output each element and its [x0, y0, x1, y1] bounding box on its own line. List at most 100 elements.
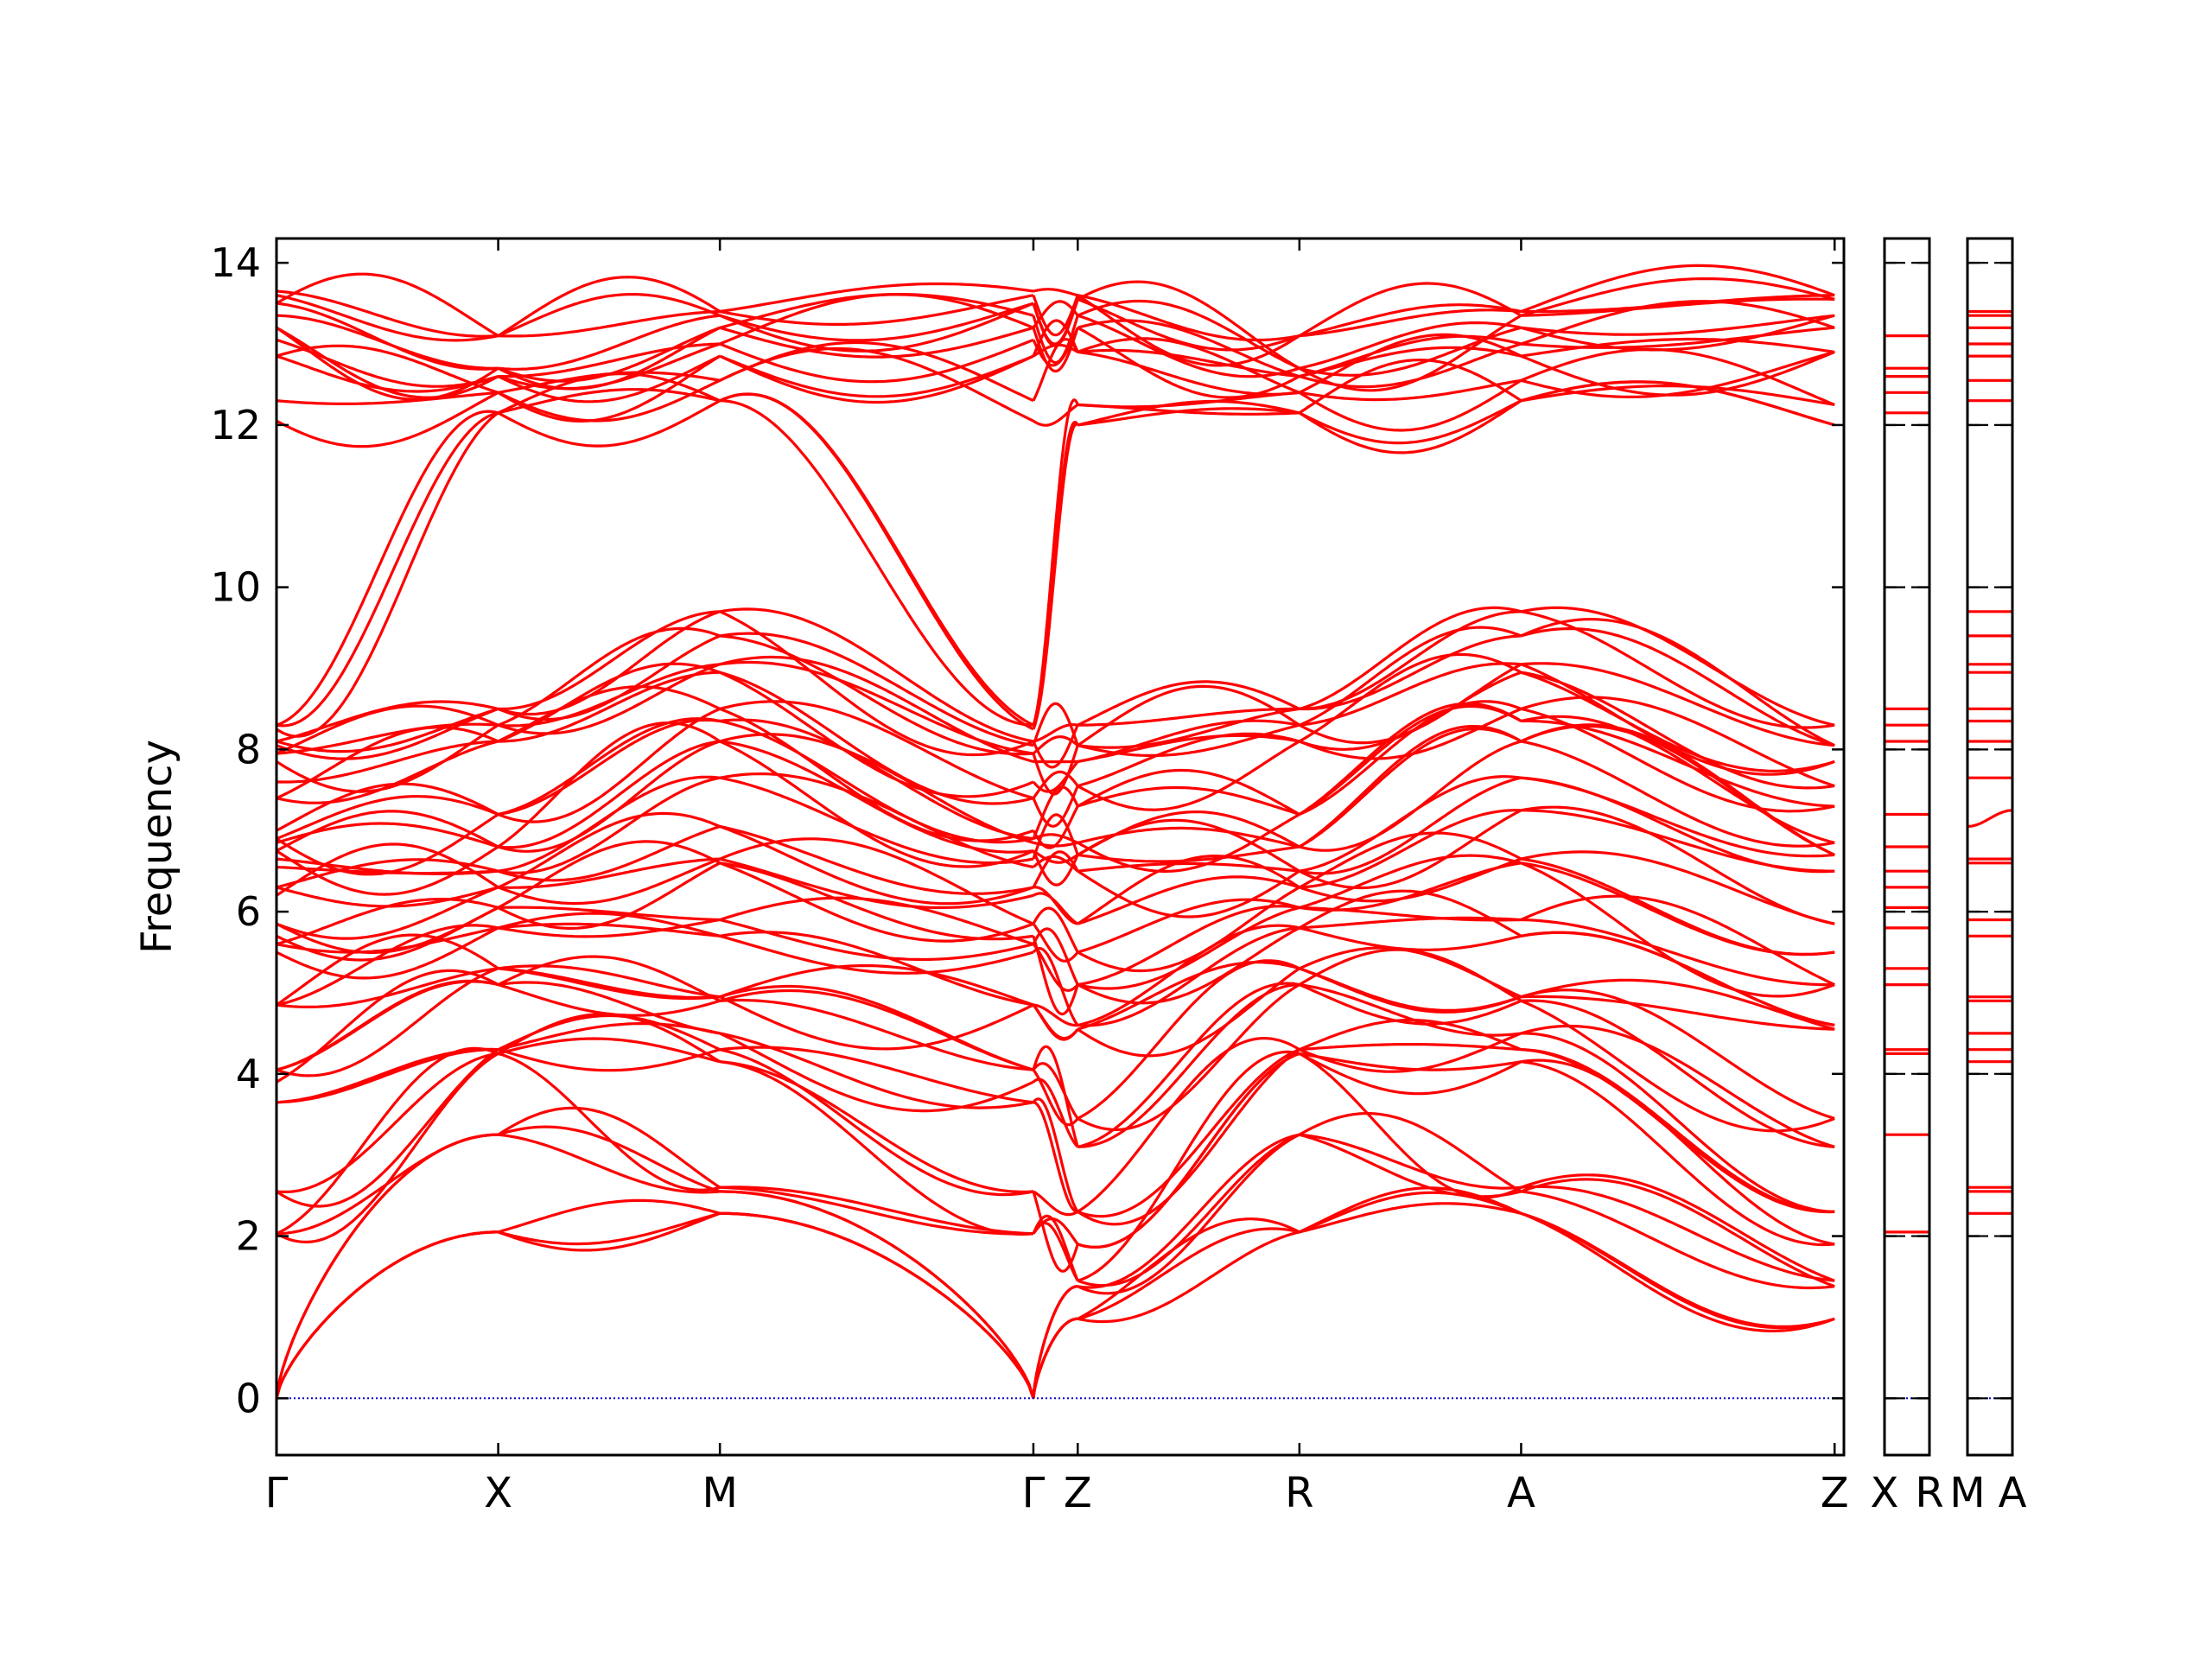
band-segment	[1032, 1004, 1079, 1041]
band-segment	[1299, 1032, 1522, 1073]
band-segment	[1077, 924, 1300, 1027]
band-segment	[1299, 857, 1522, 903]
band-segment	[1521, 999, 1835, 1148]
band-segment	[497, 354, 721, 404]
band-segment	[276, 980, 499, 1071]
band-segment	[1520, 978, 1835, 1031]
band-segment	[1077, 740, 1300, 811]
band-segment	[1299, 776, 1522, 875]
band-segment	[1077, 1133, 1300, 1287]
y-tick-label: 10	[210, 564, 261, 611]
band-segment	[498, 1133, 721, 1194]
band-segment	[1077, 1050, 1300, 1282]
band-segment	[1521, 671, 1835, 790]
band-segment	[1521, 314, 1835, 336]
x-tick-label: A	[1507, 1469, 1535, 1517]
band-segment	[719, 354, 1034, 404]
band-segment	[1077, 1133, 1300, 1295]
band-segment	[1520, 671, 1835, 772]
band-15	[276, 959, 1835, 1127]
band-segment	[1521, 294, 1835, 314]
y-tick-label: 4	[236, 1051, 261, 1097]
band-16	[276, 946, 1835, 1051]
band-segment	[1077, 1227, 1300, 1320]
band-segment	[276, 391, 499, 448]
band-segment	[276, 1052, 499, 1193]
band-segment	[276, 926, 499, 980]
band-segment	[1032, 1097, 1079, 1213]
band-segment	[1077, 280, 1300, 370]
band-segment	[1299, 946, 1522, 999]
band-segment	[1299, 1112, 1522, 1193]
band-segment	[1299, 707, 1522, 760]
band-segment	[1520, 380, 1835, 427]
band-segment	[497, 293, 721, 338]
band-segment	[719, 282, 1034, 314]
band-segment	[719, 610, 1034, 757]
band-segment	[1521, 1048, 1835, 1214]
band-segment	[1077, 898, 1300, 954]
band-segment	[1032, 1285, 1078, 1399]
band-segment	[1077, 680, 1300, 727]
band-segment	[720, 399, 1034, 727]
band-segment	[1521, 662, 1835, 747]
band-segment	[1299, 967, 1522, 1012]
band-segment	[276, 723, 499, 793]
band-segment	[1032, 327, 1079, 367]
band-segment	[719, 861, 1034, 943]
band-segment	[1077, 707, 1300, 727]
y-tick-label: 12	[210, 402, 261, 448]
band-segment	[498, 610, 721, 716]
band-segment	[1077, 826, 1300, 849]
band-segment	[276, 289, 499, 338]
band-segment	[1077, 1052, 1300, 1249]
band-44	[276, 610, 1835, 769]
band-segment	[719, 632, 1034, 747]
band-segment	[1077, 707, 1300, 749]
band-segment	[1077, 1048, 1300, 1218]
band-segment	[1032, 1317, 1078, 1399]
band-segment	[1520, 264, 1835, 314]
band-segment	[1032, 906, 1079, 953]
band-segment	[497, 276, 721, 337]
band-segment	[1521, 1032, 1835, 1213]
band-segment	[1077, 399, 1300, 427]
y-tick-label: 8	[236, 726, 261, 772]
band-segment	[276, 294, 499, 342]
band-segment	[1032, 923, 1079, 963]
band-segment	[1032, 935, 1079, 1016]
band-segment	[1520, 1173, 1835, 1282]
band-segment	[719, 707, 1034, 842]
band-12	[276, 969, 1835, 1148]
band-segment	[719, 302, 1034, 353]
band-segment	[1521, 715, 1835, 844]
band-segment	[498, 610, 721, 711]
band-segment	[276, 1047, 499, 1104]
band-segment	[498, 326, 721, 383]
band-segment	[719, 607, 1034, 743]
band-segment	[497, 354, 721, 423]
band-24	[276, 831, 1835, 973]
band-segment	[276, 1230, 499, 1399]
band-segment	[1521, 857, 1835, 956]
band-segment	[1077, 294, 1300, 367]
band-segment	[1299, 916, 1522, 930]
band-segment	[1521, 740, 1835, 848]
band-segment	[1032, 315, 1079, 365]
band-segment	[1077, 768, 1300, 816]
band-segment	[720, 1211, 1035, 1399]
band-segment	[498, 824, 721, 882]
band-segment	[1033, 886, 1078, 925]
band-segment	[719, 302, 1034, 342]
band-segment	[276, 726, 499, 800]
band-segment	[276, 845, 499, 896]
band-segment	[276, 302, 499, 371]
band-segment	[1520, 277, 1835, 317]
band-segment	[1521, 805, 1835, 925]
y-tick-labels: 0 2 4 6 8 10 12 14	[210, 239, 261, 1421]
band-segment	[1521, 707, 1835, 813]
band-segment	[1032, 1217, 1079, 1245]
band-segment	[1032, 1045, 1079, 1147]
band-segment	[498, 717, 721, 817]
x-tick-label: A	[1999, 1469, 2027, 1517]
